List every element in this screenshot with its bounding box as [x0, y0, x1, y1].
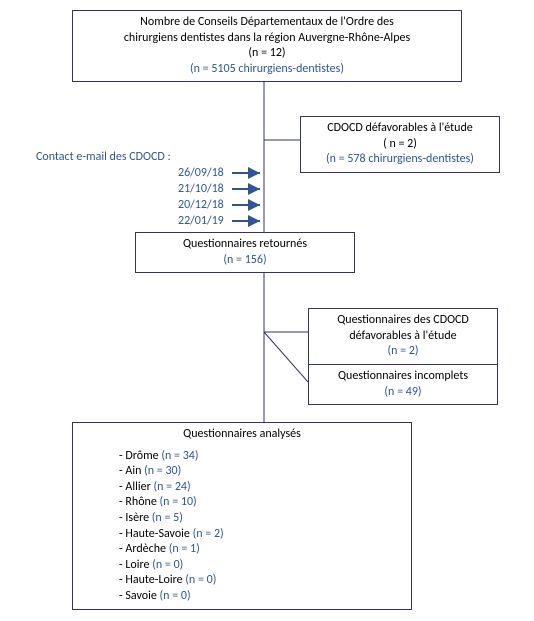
unfav-line1: CDOCD défavorables à l'étude	[307, 121, 493, 137]
dept-n: (n = 24)	[153, 480, 190, 494]
dept-row: - Allier (n = 24)	[119, 480, 405, 496]
dept-row: - Savoie (n = 0)	[119, 589, 405, 605]
dept-row: - Haute-Savoie (n = 2)	[119, 527, 405, 543]
box-top: Nombre de Conseils Départementaux de l'O…	[72, 10, 462, 82]
box-incomplete: Questionnaires incomplets (n = 49)	[308, 364, 498, 405]
dept-n: (n = 1)	[169, 542, 200, 556]
dept-n: (n = 0)	[185, 573, 216, 587]
top-n: (n = 12)	[79, 46, 455, 62]
dept-name: Isère	[125, 511, 151, 525]
incomplete-n: (n = 49)	[315, 385, 491, 401]
dept-name: Ain	[125, 464, 144, 478]
dept-name: Haute-Loire	[125, 573, 185, 587]
dept-name: Loire	[125, 558, 152, 572]
dept-name: Drôme	[125, 449, 161, 463]
incomplete-line1: Questionnaires incomplets	[315, 369, 491, 385]
dept-name: Haute-Savoie	[125, 527, 192, 541]
dept-n: (n = 2)	[193, 527, 224, 541]
dept-n: (n = 0)	[152, 558, 183, 572]
returned-n: (n = 156)	[142, 253, 348, 269]
dept-n: (n = 0)	[160, 589, 191, 603]
unfav-q-line2: défavorables à l'étude	[315, 329, 491, 345]
contact-label: Contact e-mail des CDOCD :	[36, 150, 171, 166]
dept-n: (n = 5)	[152, 511, 183, 525]
box-unfavorable: CDOCD défavorables à l'étude ( n = 2) (n…	[300, 116, 500, 173]
top-line2: chirurgiens dentistes dans la région Auv…	[79, 31, 455, 47]
unfav-n: ( n = 2)	[307, 137, 493, 153]
top-line1: Nombre de Conseils Départementaux de l'O…	[79, 15, 455, 31]
box-unfav-q: Questionnaires des CDOCD défavorables à …	[308, 308, 498, 365]
returned-line1: Questionnaires retournés	[142, 237, 348, 253]
unfav-q-n: (n = 2)	[315, 344, 491, 360]
dept-n: (n = 10)	[160, 495, 197, 509]
dept-row: - Ain (n = 30)	[119, 464, 405, 480]
dept-name: Allier	[125, 480, 153, 494]
dept-row: - Ardèche (n = 1)	[119, 542, 405, 558]
dept-name: Savoie	[125, 589, 159, 603]
box-returned: Questionnaires retournés (n = 156)	[135, 232, 355, 273]
contact-date-0: 26/09/18	[178, 166, 224, 182]
unfav-q-line1: Questionnaires des CDOCD	[315, 313, 491, 329]
contact-date-2: 20/12/18	[178, 198, 224, 214]
dept-name: Rhône	[125, 495, 159, 509]
dept-n: (n = 34)	[161, 449, 198, 463]
department-list: - Drôme (n = 34)- Ain (n = 30)- Allier (…	[79, 445, 405, 605]
dept-row: - Drôme (n = 34)	[119, 449, 405, 465]
dept-row: - Isère (n = 5)	[119, 511, 405, 527]
dept-n: (n = 30)	[144, 464, 181, 478]
top-sub: (n = 5105 chirurgiens-dentistes)	[79, 62, 455, 78]
dept-row: - Rhône (n = 10)	[119, 495, 405, 511]
analyzed-title: Questionnaires analysés	[79, 427, 405, 445]
contact-date-1: 21/10/18	[178, 182, 224, 198]
box-analyzed: Questionnaires analysés - Drôme (n = 34)…	[72, 422, 412, 610]
dept-name: Ardèche	[125, 542, 168, 556]
dept-row: - Haute-Loire (n = 0)	[119, 573, 405, 589]
contact-date-3: 22/01/19	[178, 214, 224, 230]
unfav-sub: (n = 578 chirurgiens-dentistes)	[307, 152, 493, 168]
dept-row: - Loire (n = 0)	[119, 558, 405, 574]
